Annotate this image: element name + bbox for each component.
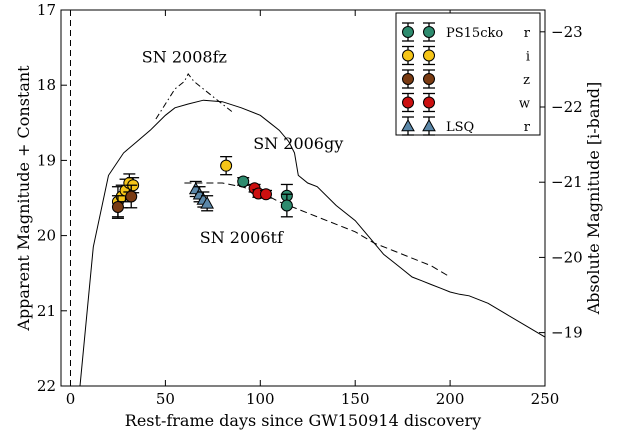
- plot-frame: [60, 9, 546, 387]
- x-tick-label: 100: [246, 390, 275, 408]
- data-point-z-circle: [111, 201, 124, 214]
- y2-tick-label: −21: [551, 173, 583, 191]
- legend-marker: [423, 26, 435, 38]
- curve-annotation: SN 2008fz: [142, 48, 227, 67]
- legend-survey-label: LSQ: [446, 120, 474, 135]
- legend-marker: [423, 73, 435, 85]
- legend-survey-label: PS15cko: [446, 26, 503, 41]
- legend-marker: [422, 118, 436, 132]
- legend-band-label: w: [519, 97, 530, 112]
- legend-band-label: z: [523, 73, 530, 88]
- legend-marker: [402, 26, 414, 38]
- y2-axis-label: Absolute Magnitude [i-band]: [584, 82, 603, 316]
- y2-tick-label: −19: [551, 324, 583, 342]
- legend-marker: [402, 49, 414, 62]
- legend-marker: [423, 96, 435, 109]
- template-curves: [69, 10, 546, 387]
- data-point-z-circle: [125, 190, 138, 203]
- y2-tick-label: −20: [551, 248, 583, 266]
- template-curve: [184, 182, 451, 278]
- y-tick-label: 19: [37, 151, 56, 169]
- legend-marker: [401, 118, 415, 132]
- y-tick-label: 21: [37, 302, 56, 320]
- legend-marker: [402, 73, 414, 85]
- curve-annotation: SN 2006gy: [253, 134, 343, 153]
- legend-band-label: i: [526, 50, 530, 65]
- y2-tick-label: −23: [551, 23, 583, 41]
- data-point-r-circle: [237, 175, 250, 188]
- x-tick-label: 250: [531, 390, 560, 408]
- legend-marker: [423, 49, 435, 62]
- legend-band-label: r: [524, 26, 531, 41]
- y-tick-label: 18: [37, 76, 56, 94]
- template-curve: [155, 72, 233, 120]
- data-point-r-circle: [280, 199, 293, 212]
- template-curve: [79, 99, 546, 387]
- y2-tick-label: −22: [551, 98, 583, 116]
- x-tick-label: 200: [436, 390, 465, 408]
- legend-box: [395, 12, 541, 136]
- data-point-r-triangle: [200, 196, 214, 209]
- data-point-w-circle: [259, 188, 272, 201]
- y-tick-label: 17: [37, 1, 56, 19]
- legend-band-label: r: [524, 120, 531, 135]
- x-tick-label: 150: [341, 390, 370, 408]
- x-tick-label: 0: [66, 390, 76, 408]
- x-tick-label: 50: [156, 390, 175, 408]
- y-tick-label: 22: [37, 377, 56, 395]
- legend-marker: [402, 96, 414, 109]
- data-point-i-circle: [220, 159, 233, 172]
- curve-annotation: SN 2006tf: [200, 228, 284, 247]
- x-axis-label: Rest-frame days since GW150914 discovery: [125, 411, 481, 430]
- y-tick-label: 20: [37, 227, 56, 245]
- axis-ticks: 0 50 100 150 200 250 17 18 19 20 21 22 −23 −22 −21 −20 −…: [37, 1, 583, 408]
- curve-annotations: SN 2008fz SN 2006gy SN 2006tf: [142, 48, 343, 247]
- y-axis-label: Apparent Magnitude + Constant: [14, 65, 33, 332]
- data-points: [111, 155, 293, 219]
